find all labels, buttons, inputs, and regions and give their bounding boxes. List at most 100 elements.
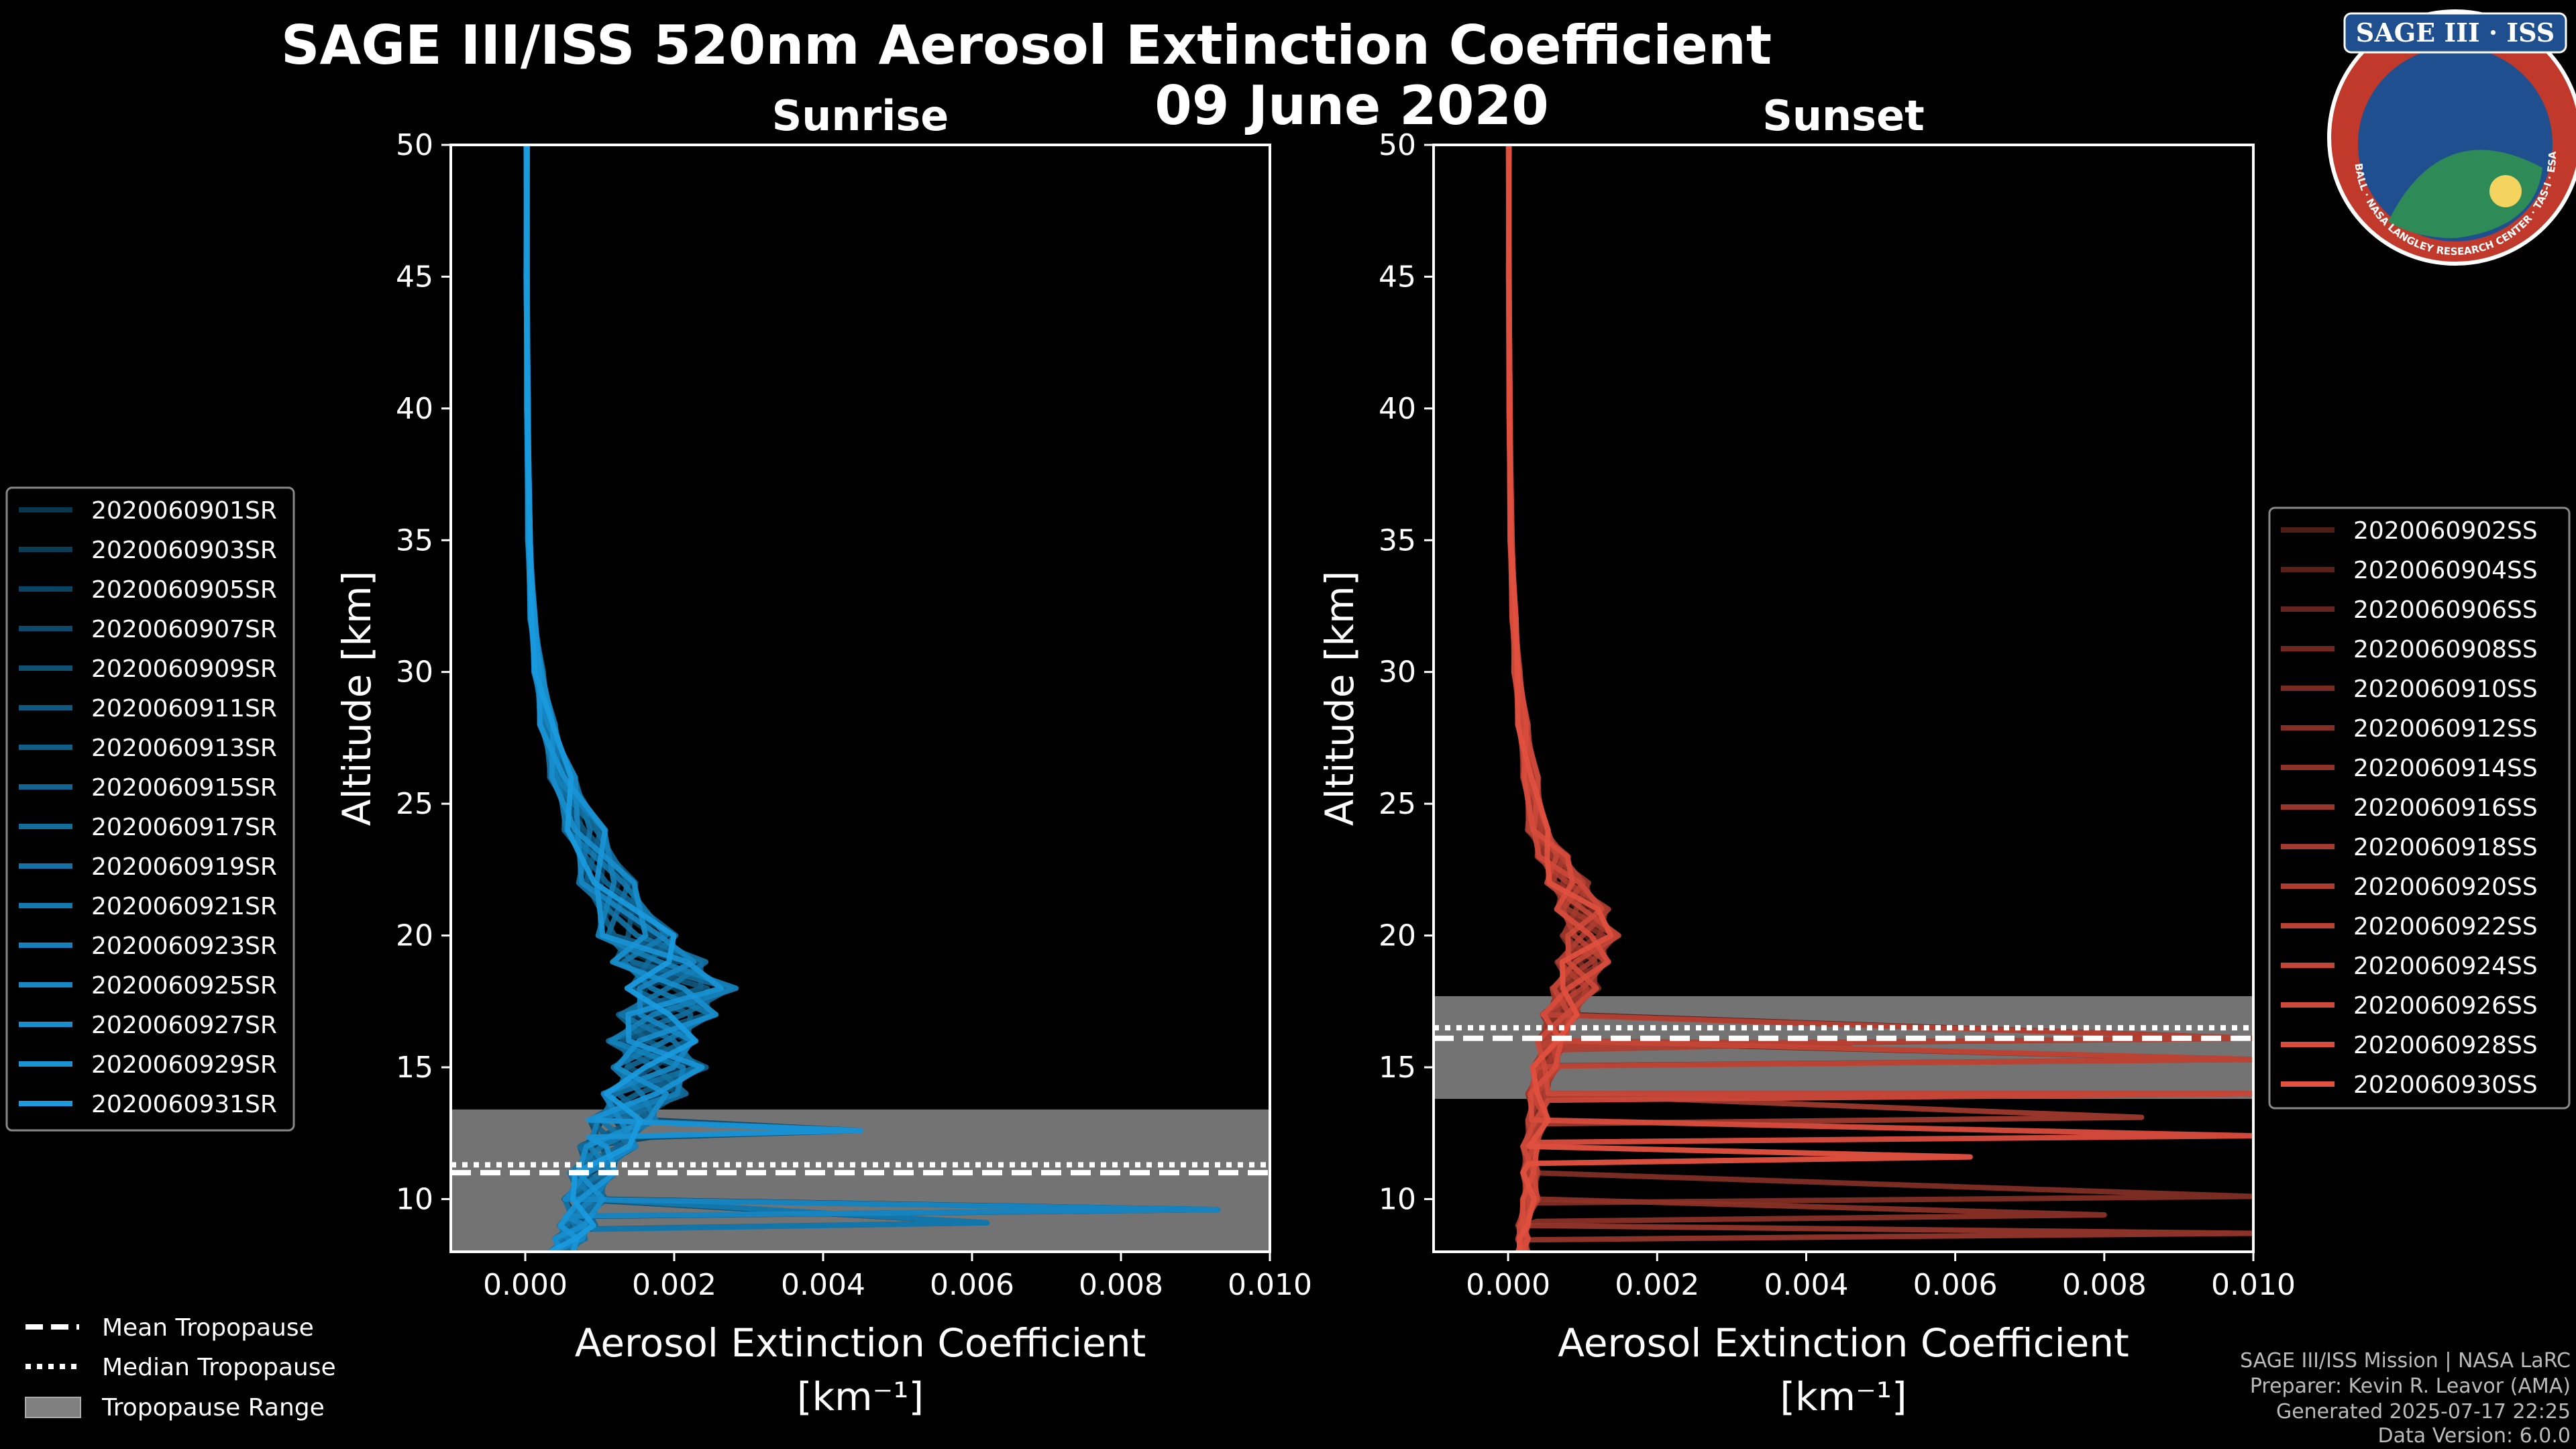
sunset-plot-area: [1434, 145, 2253, 1252]
sunset-panel-title: Sunset: [1762, 91, 1925, 140]
sunset-xaxis-unit: [km⁻¹]: [1780, 1374, 1907, 1419]
sunset-profile-2020060930SS: [1506, 145, 1973, 1252]
sunset-xtick-label-0: 0.000: [1466, 1268, 1550, 1302]
sunrise-legend-label-2020060919SR: 2020060919SR: [91, 853, 277, 881]
logo-moon: [2489, 175, 2522, 207]
sunrise-xtick-label-5: 0.010: [1228, 1268, 1312, 1302]
sunset-ytick-label-15: 15: [1379, 1051, 1416, 1085]
credit-line-4: Data Version: 6.0.0: [2378, 1424, 2571, 1448]
sunrise-xtick-label-4: 0.008: [1079, 1268, 1163, 1302]
sunrise-legend-label-2020060925SR: 2020060925SR: [91, 972, 277, 1000]
sunrise-legend-label-2020060901SR: 2020060901SR: [91, 497, 277, 525]
sunrise-ytick-label-15: 15: [396, 1051, 433, 1085]
sunrise-ytick-label-35: 35: [396, 523, 433, 557]
sunset-ytick-label-50: 50: [1379, 128, 1416, 162]
sunrise-profile-2020060917SR: [523, 145, 863, 1252]
sunrise-legend-label-2020060921SR: 2020060921SR: [91, 893, 277, 920]
sunset-legend-label-2020060922SS: 2020060922SS: [2353, 913, 2538, 941]
sunrise-profile-2020060925SR: [523, 145, 1221, 1252]
sunset-xtick-label-5: 0.010: [2211, 1268, 2296, 1302]
credit-line-2: Preparer: Kevin R. Leavor (AMA): [2250, 1375, 2571, 1398]
logo-earth: [2388, 150, 2542, 238]
sunset-legend-label-2020060930SS: 2020060930SS: [2353, 1071, 2538, 1099]
tropopause-legend: Mean Tropopause Median Tropopause Tropop…: [25, 1314, 336, 1421]
sunset-ytick-label-25: 25: [1379, 787, 1416, 821]
sunset-xaxis-label: Aerosol Extinction Coefficient: [1558, 1320, 2129, 1366]
sunrise-panel: Sunrise 10 15 20 25 30 35 40 45 50 0.000 0.002 0.004…: [334, 91, 1312, 1419]
sunrise-ytick-label-50: 50: [396, 128, 433, 162]
sunset-ytick-label-35: 35: [1379, 523, 1416, 557]
sunrise-panel-title: Sunrise: [772, 91, 949, 140]
sunrise-xtick-label-1: 0.002: [632, 1268, 716, 1302]
mean-tropopause-label: Mean Tropopause: [102, 1314, 314, 1342]
sunrise-xaxis-label: Aerosol Extinction Coefficient: [575, 1320, 1146, 1366]
sunrise-profile-2020060921SR: [523, 145, 990, 1252]
sunrise-legend-frame: [5, 486, 295, 1132]
sunset-legend-label-2020060918SS: 2020060918SS: [2353, 834, 2538, 861]
logo-banner: [2343, 12, 2567, 54]
sunrise-profile-2020060931SR: [523, 145, 698, 1252]
sunset-legend-label-2020060928SS: 2020060928SS: [2353, 1032, 2538, 1059]
sage-logo: SAGE III · ISS BALL · NASA LANGLEY RESEA…: [2327, 9, 2576, 266]
sunset-legend-label-2020060914SS: 2020060914SS: [2353, 755, 2538, 782]
sunrise-legend: 2020060901SR 2020060903SR 2020060905SR 2020…: [5, 486, 295, 1132]
sunrise-legend-label-2020060917SR: 2020060917SR: [91, 814, 277, 841]
sunset-ytick-label-20: 20: [1379, 919, 1416, 953]
sunrise-legend-label-2020060911SR: 2020060911SR: [91, 695, 277, 722]
credit-line-3: Generated 2025-07-17 22:25: [2276, 1400, 2571, 1424]
sunrise-legend-label-2020060907SR: 2020060907SR: [91, 616, 277, 643]
sunrise-legend-label-2020060905SR: 2020060905SR: [91, 576, 277, 604]
figure-title: SAGE III/ISS 520nm Aerosol Extinction Co…: [281, 14, 1772, 76]
sunset-panel: Sunset 10 15 20 25 30 35 40 45 50 0.000 0.002 0.004 0…: [1317, 91, 2296, 1419]
credit-line-1: SAGE III/ISS Mission | NASA LaRC: [2240, 1349, 2571, 1373]
sunrise-legend-label-2020060903SR: 2020060903SR: [91, 537, 277, 564]
sunrise-legend-label-2020060923SR: 2020060923SR: [91, 932, 277, 960]
sunset-axes-frame: [1432, 144, 2255, 1253]
sunset-legend-label-2020060902SS: 2020060902SS: [2353, 517, 2538, 545]
figure-date: 09 June 2020: [1155, 74, 1549, 137]
sunset-ytick-label-30: 30: [1379, 655, 1416, 690]
sunset-ytick-label-10: 10: [1379, 1182, 1416, 1216]
tropopause-range-label: Tropopause Range: [101, 1394, 325, 1421]
sunset-legend-label-2020060906SS: 2020060906SS: [2353, 596, 2538, 624]
sunrise-legend-label-2020060913SR: 2020060913SR: [91, 735, 277, 762]
sunset-legend: 2020060902SS 2020060904SS 2020060906SS 2020…: [2268, 506, 2571, 1110]
sunrise-ytick-label-25: 25: [396, 787, 433, 821]
sunset-xtick-label-3: 0.006: [1913, 1268, 1998, 1302]
sunrise-profile-2020060905SR: [523, 145, 863, 1252]
sunset-legend-label-2020060926SS: 2020060926SS: [2353, 992, 2538, 1020]
sunrise-legend-label-2020060909SR: 2020060909SR: [91, 655, 277, 683]
credits: SAGE III/ISS Mission | NASA LaRC Prepare…: [2240, 1349, 2571, 1448]
sunrise-ytick-label-40: 40: [396, 392, 433, 426]
sunrise-xtick-label-3: 0.006: [930, 1268, 1014, 1302]
sunset-legend-label-2020060908SS: 2020060908SS: [2353, 636, 2538, 663]
sunrise-legend-label-2020060931SR: 2020060931SR: [91, 1091, 277, 1118]
sunrise-legend-label-2020060929SR: 2020060929SR: [91, 1051, 277, 1079]
sunset-xtick-label-1: 0.002: [1615, 1268, 1699, 1302]
sunrise-profile-2020060909SR: [523, 145, 990, 1252]
sunset-ytick-label-45: 45: [1379, 260, 1416, 294]
sunset-xtick-label-4: 0.008: [2062, 1268, 2147, 1302]
sunset-legend-label-2020060924SS: 2020060924SS: [2353, 953, 2538, 980]
sunset-legend-frame: [2268, 506, 2571, 1110]
median-tropopause-label: Median Tropopause: [102, 1354, 336, 1381]
sunset-xtick-label-2: 0.004: [1764, 1268, 1848, 1302]
sunrise-axes-frame: [449, 144, 1271, 1253]
sunrise-ytick-label-30: 30: [396, 655, 433, 690]
sunrise-xaxis-unit: [km⁻¹]: [797, 1374, 924, 1419]
sunrise-ytick-label-10: 10: [396, 1182, 433, 1216]
sunset-legend-label-2020060920SS: 2020060920SS: [2353, 873, 2538, 901]
sunset-legend-label-2020060912SS: 2020060912SS: [2353, 715, 2538, 743]
sunrise-legend-label-2020060915SR: 2020060915SR: [91, 774, 277, 802]
sunset-yaxis-label: Altitude [km]: [1317, 571, 1362, 826]
sunset-ytick-label-40: 40: [1379, 392, 1416, 426]
sunset-legend-label-2020060916SS: 2020060916SS: [2353, 794, 2538, 822]
tropopause-range-swatch: [25, 1397, 81, 1418]
sunset-legend-label-2020060910SS: 2020060910SS: [2353, 676, 2538, 703]
sunrise-yaxis-label: Altitude [km]: [334, 571, 380, 826]
sunrise-xtick-label-0: 0.000: [483, 1268, 568, 1302]
sunrise-xtick-label-2: 0.004: [781, 1268, 865, 1302]
logo-title: SAGE III · ISS: [2356, 17, 2555, 48]
sunrise-ytick-label-45: 45: [396, 260, 433, 294]
